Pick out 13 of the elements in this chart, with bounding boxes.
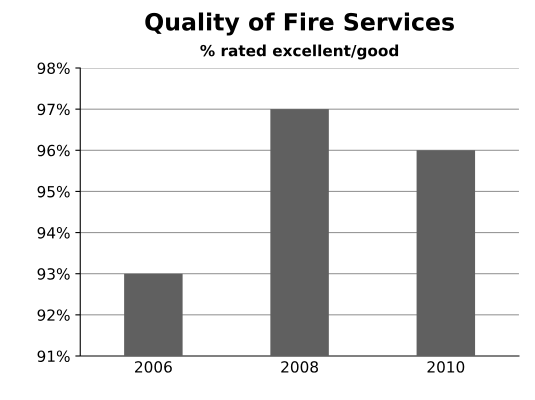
y-tick-label: 96% [38, 144, 70, 156]
x-tick-label: 2006 [135, 361, 172, 373]
x-tick-label: 2010 [428, 361, 464, 373]
y-tick-label: 93% [38, 268, 70, 280]
chart-subtitle: % rated excellent/good [200, 44, 398, 60]
y-tick-label: 97% [38, 104, 70, 116]
y-tick-label: 98% [38, 62, 70, 74]
chart-title: Quality of Fire Services [145, 12, 454, 36]
x-tick-label: 2008 [281, 361, 318, 373]
y-tick-label: 92% [38, 309, 70, 321]
y-tick-label: 95% [38, 186, 70, 198]
y-tick-label: 91% [38, 350, 70, 362]
y-tick-label: 94% [38, 227, 70, 239]
